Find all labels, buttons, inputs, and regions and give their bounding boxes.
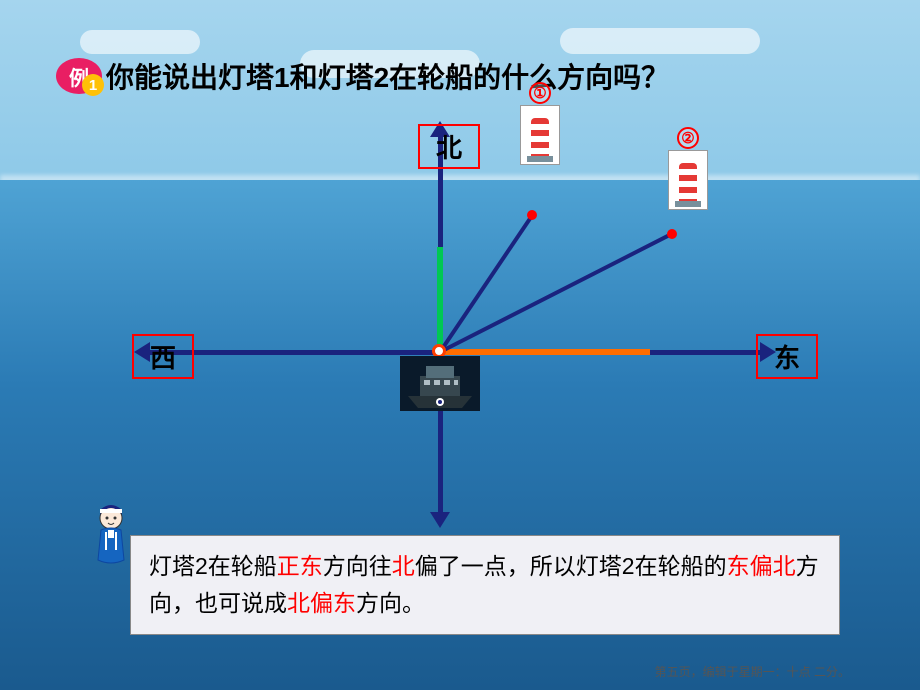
answer-box: 灯塔2在轮船正东方向往北偏了一点，所以灯塔2在轮船的东偏北方向，也可说成北偏东方… (130, 535, 840, 635)
lighthouse-body (531, 118, 549, 156)
lighthouse-base (527, 156, 553, 162)
ray-end-dot-1 (527, 210, 537, 220)
answer-highlight: 正东 (277, 553, 323, 579)
example-badge: 例 1 (56, 58, 102, 94)
answer-highlight: 东偏北 (727, 553, 796, 579)
label-east: 东 (756, 334, 818, 379)
compass-diagram: ①② (120, 120, 820, 540)
lighthouse-number-1: ① (529, 82, 551, 104)
title-row: 例 1 你能说出灯塔1和灯塔2在轮船的什么方向吗？ (56, 56, 880, 96)
ship-icon (400, 356, 480, 411)
lighthouse-1: ① (520, 105, 560, 165)
lighthouse-base (675, 201, 701, 207)
answer-text: 灯塔2在轮船 (149, 553, 277, 579)
ray-1 (438, 214, 534, 353)
answer-highlight: 北 (392, 553, 415, 579)
ray-end-dot-2 (667, 229, 677, 239)
ray-2 (439, 232, 672, 354)
answer-text: 偏了一点，所以灯塔2在轮船的 (415, 553, 727, 579)
orange-segment (440, 349, 650, 355)
label-north: 北 (418, 124, 480, 169)
badge-number: 1 (82, 74, 104, 96)
question-title: 你能说出灯塔1和灯塔2在轮船的什么方向吗？ (106, 56, 669, 96)
sailor-icon (86, 500, 136, 570)
label-west: 西 (132, 334, 194, 379)
lighthouse-number-2: ② (677, 127, 699, 149)
lighthouse-2: ② (668, 150, 708, 210)
answer-text: 方向。 (356, 590, 425, 616)
answer-text: 方向往 (323, 553, 392, 579)
lighthouse-body (679, 163, 697, 201)
green-segment (437, 247, 443, 352)
answer-highlight: 北偏东 (287, 590, 356, 616)
arrow-down (430, 512, 450, 528)
page-footer: 第五页，编辑于星期一：十点 二分。 (655, 663, 850, 680)
